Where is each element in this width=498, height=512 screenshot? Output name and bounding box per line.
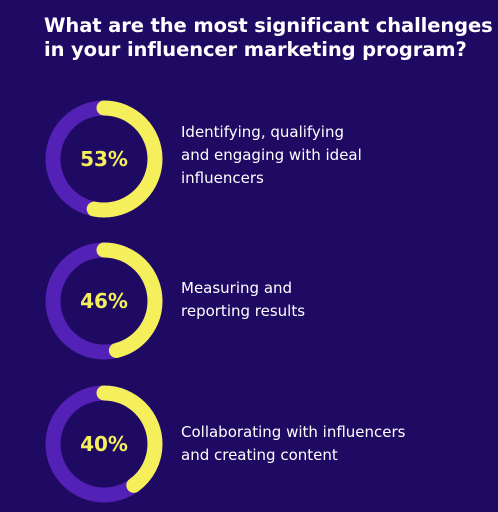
donut-measuring-value-arc [45, 242, 163, 360]
challenge-label-measuring-line-2: reporting results [181, 302, 306, 320]
donut-identifying-value-arc [45, 100, 163, 218]
donut-measuring-value-label: 46% [80, 289, 128, 313]
donut-identifying-svg [45, 100, 163, 218]
donut-chart-measuring: 46% [45, 242, 163, 360]
donut-identifying-value-label: 53% [80, 147, 128, 171]
challenge-label-identifying: Identifying, qualifying and engaging wit… [181, 121, 481, 190]
donut-collaborating-value-arc [45, 385, 163, 503]
chart-title: What are the most significant challenges… [44, 14, 493, 62]
chart-title-line-2: in your influencer marketing program? [44, 38, 467, 61]
challenge-label-measuring: Measuring and reporting results [181, 277, 481, 323]
donut-collaborating-svg [45, 385, 163, 503]
challenge-label-measuring-line-1: Measuring and [181, 279, 293, 297]
challenge-label-identifying-line-3: influencers [181, 169, 264, 187]
chart-title-line-1: What are the most significant challenges [44, 14, 493, 37]
donut-collaborating-value-label: 40% [80, 432, 128, 456]
challenge-label-identifying-line-1: Identifying, qualifying [181, 123, 345, 141]
challenge-label-collaborating: Collaborating with influencers and creat… [181, 421, 481, 467]
challenge-label-collaborating-line-2: and creating content [181, 446, 338, 464]
challenge-label-identifying-line-2: and engaging with ideal [181, 146, 362, 164]
donut-chart-identifying: 53% [45, 100, 163, 218]
donut-measuring-svg [45, 242, 163, 360]
donut-chart-collaborating: 40% [45, 385, 163, 503]
challenge-label-collaborating-line-1: Collaborating with influencers [181, 423, 406, 441]
